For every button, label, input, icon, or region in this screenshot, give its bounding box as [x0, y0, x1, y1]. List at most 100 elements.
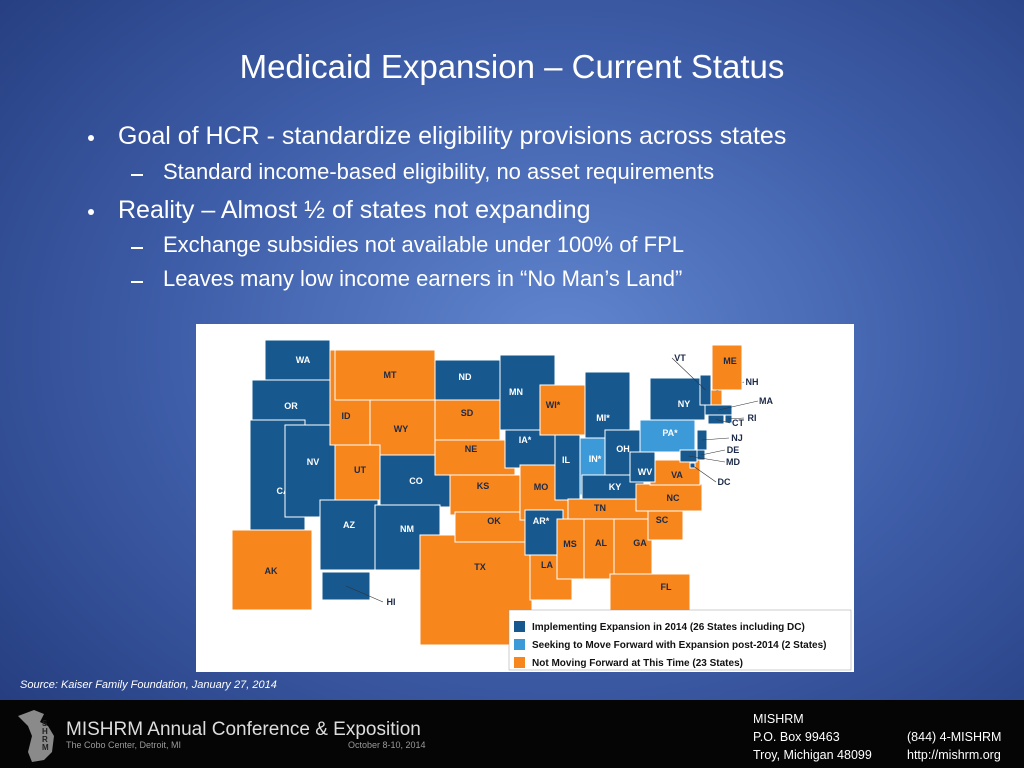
- state-label: NC: [667, 493, 680, 503]
- state-label: IL: [562, 455, 571, 465]
- state-shape: [647, 509, 684, 541]
- logo-text: SHRM: [42, 719, 49, 752]
- leader-line: [715, 419, 731, 424]
- state-label: UT: [354, 465, 366, 475]
- state-label: HI: [387, 597, 396, 607]
- state-shape: [434, 359, 501, 401]
- bullet-marker: [88, 135, 94, 141]
- org-name: MISHRM: [753, 712, 804, 726]
- state-label: CT: [732, 418, 744, 428]
- state-shape: [449, 474, 521, 516]
- leader-line: [345, 585, 384, 603]
- state-label: WY: [394, 424, 409, 434]
- state-label: MA: [759, 396, 773, 406]
- address-line: Troy, Michigan 48099: [753, 748, 872, 762]
- state-label: OR: [284, 401, 298, 411]
- sub-bullet-marker: [131, 174, 143, 176]
- state-shape: [629, 451, 656, 483]
- state-label: ND: [459, 372, 472, 382]
- state-shape: [635, 483, 703, 512]
- state-shape: [584, 371, 631, 439]
- logo-shape: [18, 710, 54, 762]
- legend-label: Seeking to Move Forward with Expansion p…: [532, 640, 827, 651]
- leader-line: [701, 437, 730, 441]
- state-shape: [539, 384, 586, 436]
- state-shape: [504, 429, 561, 469]
- state-label: AL: [595, 538, 607, 548]
- leader-line: [692, 465, 717, 483]
- state-shape: [434, 399, 501, 441]
- state-label: RI: [748, 413, 757, 423]
- state-label: NY: [678, 399, 691, 409]
- legend-label: Implementing Expansion in 2014 (26 State…: [532, 622, 805, 633]
- bullet: Goal of HCR - standardize eligibility pr…: [118, 122, 787, 150]
- state-label: DC: [718, 477, 731, 487]
- medicaid-map: WA OR CA NV ID MT WY UT CO AZ NM ND SD NE KS TX OK MN IA* M…: [196, 324, 854, 672]
- dates: October 8-10, 2014: [348, 740, 426, 750]
- legend-swatch: [514, 639, 525, 650]
- state-shape: [583, 518, 615, 580]
- sub-bullet: Standard income-based eligibility, no as…: [163, 159, 715, 184]
- sub-bullet-marker: [131, 281, 143, 283]
- state-label: KS: [477, 481, 490, 491]
- state-label: IN*: [589, 454, 602, 464]
- state-label: PA*: [662, 428, 678, 438]
- leader-line: [728, 417, 745, 420]
- state-label: LA: [541, 560, 553, 570]
- state-label: CA: [277, 486, 290, 496]
- state-shape: [649, 377, 706, 421]
- state-shape: [556, 518, 585, 580]
- state-label: SC: [656, 515, 669, 525]
- state-label: NV: [307, 457, 320, 467]
- state-shape: [251, 379, 331, 426]
- state-label: NM: [400, 524, 414, 534]
- leader-line: [700, 449, 726, 456]
- state-label: CO: [409, 476, 423, 486]
- state-shape: [334, 444, 381, 501]
- leader-line: [718, 400, 759, 411]
- state-label: DE: [727, 445, 740, 455]
- state-label: FL: [661, 582, 672, 592]
- leader-line: [671, 357, 706, 391]
- state-label: TX: [474, 562, 486, 572]
- state-label: VA: [671, 470, 683, 480]
- state-shape: [639, 419, 696, 453]
- state-label: WV: [638, 467, 653, 477]
- state-label: WI*: [546, 400, 561, 410]
- venue: The Cobo Center, Detroit, MI: [66, 740, 182, 750]
- state-label: SD: [461, 408, 474, 418]
- state-label: WA: [296, 355, 311, 365]
- state-label: ID: [342, 411, 352, 421]
- state-shape: [711, 344, 743, 391]
- state-label: MO: [534, 482, 549, 492]
- sub-bullet-marker: [131, 247, 143, 249]
- state-shape: [434, 439, 516, 476]
- state-label: VT: [674, 353, 686, 363]
- state-label: NH: [746, 377, 759, 387]
- state-label: ME: [723, 356, 737, 366]
- state-label: OK: [487, 516, 501, 526]
- state-label: GA: [633, 538, 647, 548]
- state-label: MI*: [596, 413, 610, 423]
- state-label: MS: [563, 539, 577, 549]
- legend-swatch: [514, 657, 525, 668]
- sub-bullet: Exchange subsidies not available under 1…: [163, 232, 685, 257]
- state-label: MD: [726, 457, 740, 467]
- state-label: NE: [465, 444, 478, 454]
- website: http://mishrm.org: [907, 748, 1001, 762]
- bullet-marker: [88, 209, 94, 215]
- state-label: IA*: [519, 435, 532, 445]
- state-label: MN: [509, 387, 523, 397]
- state-label: OH: [616, 444, 630, 454]
- state-label: KY: [609, 482, 622, 492]
- sub-bullet: Leaves many low income earners in “No Ma…: [163, 266, 683, 291]
- slide-title: Medicaid Expansion – Current Status: [239, 48, 785, 85]
- state-label: NJ: [731, 433, 743, 443]
- legend-label: Not Moving Forward at This Time (23 Stat…: [532, 658, 743, 669]
- bullet: Reality – Almost ½ of states not expandi…: [118, 196, 591, 224]
- legend-swatch: [514, 621, 525, 632]
- state-label: AR*: [533, 516, 550, 526]
- address-line: P.O. Box 99463: [753, 730, 840, 744]
- state-label: AZ: [343, 520, 355, 530]
